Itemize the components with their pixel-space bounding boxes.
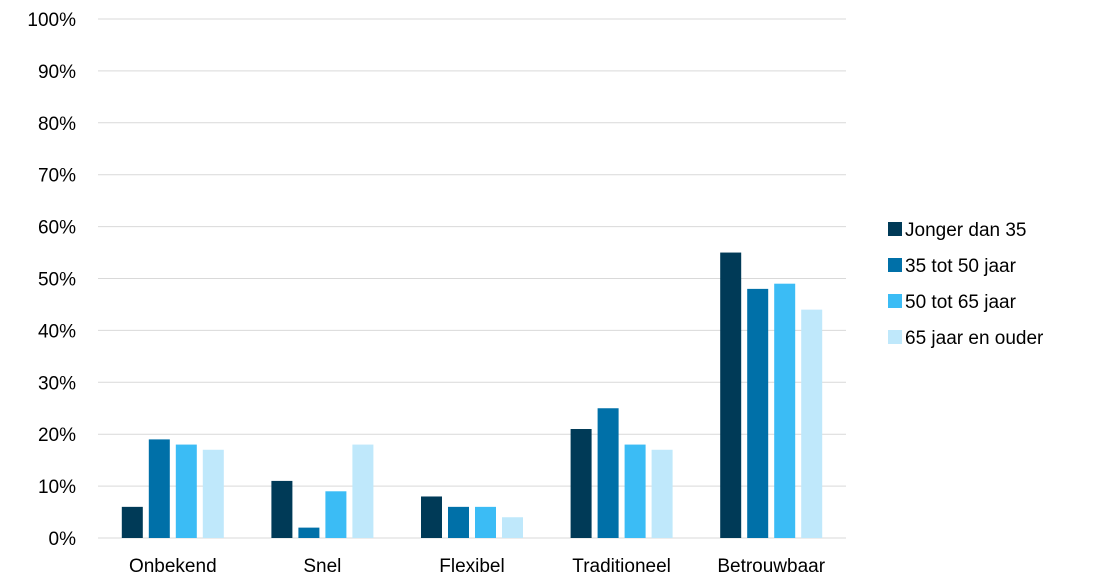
x-category-label: Snel (303, 556, 341, 577)
bar-flexibel-series-3 (475, 506, 496, 538)
y-tick-label: 30% (38, 373, 76, 394)
bar-flexibel-series-2 (448, 506, 469, 538)
bar-snel-series-4 (352, 444, 374, 538)
legend-swatch (888, 294, 902, 308)
bar-flexibel-series-1 (421, 496, 442, 538)
bar-betrouwbaar-series-4 (801, 309, 823, 538)
bar-traditioneel-series-4 (651, 449, 673, 538)
bar-betrouwbaar-series-3 (774, 283, 796, 538)
bars (121, 252, 823, 539)
bar-snel-series-2 (298, 527, 320, 538)
bar-onbekend-series-4 (202, 449, 224, 538)
legend-swatch (888, 258, 902, 272)
bar-traditioneel-series-2 (597, 408, 619, 538)
bar-onbekend-series-2 (148, 439, 170, 538)
bar-betrouwbaar-series-1 (720, 252, 742, 539)
y-tick-label: 70% (38, 166, 76, 187)
bar-traditioneel-series-3 (624, 444, 646, 538)
bar-traditioneel-series-1 (570, 429, 592, 538)
y-tick-label: 40% (38, 321, 76, 342)
x-category-label: Flexibel (439, 556, 504, 577)
legend-label: 35 tot 50 jaar (905, 256, 1017, 277)
y-tick-label: 20% (38, 425, 76, 446)
bar-flexibel-series-4 (502, 517, 523, 538)
x-axis-labels: Onbekend Snel Flexibel Traditioneel Betrouwb… (129, 556, 826, 577)
bar-onbekend-series-1 (121, 506, 143, 538)
y-tick-label: 50% (38, 270, 76, 291)
legend-label: 65 jaar en ouder (905, 328, 1044, 349)
legend: Jonger dan 35 35 tot 50 jaar 50 tot 65 jaa… (888, 220, 1044, 349)
y-axis-ticks: 0% 10% 20% 30% 40% 50% 60% 70% 80% 90% 100% (27, 10, 76, 550)
y-tick-label: 90% (38, 62, 76, 83)
x-category-label: Onbekend (129, 556, 217, 577)
x-category-label: Betrouwbaar (717, 556, 825, 577)
legend-label: Jonger dan 35 (905, 220, 1027, 241)
y-tick-label: 60% (38, 218, 76, 239)
y-tick-label: 100% (27, 10, 76, 31)
x-category-label: Traditioneel (572, 556, 671, 577)
bar-snel-series-3 (325, 491, 347, 538)
y-tick-label: 80% (38, 114, 76, 135)
bar-snel-series-1 (271, 480, 293, 538)
legend-swatch (888, 330, 902, 344)
legend-label: 50 tot 65 jaar (905, 292, 1017, 313)
y-tick-label: 0% (49, 529, 77, 550)
y-tick-label: 10% (38, 477, 76, 498)
bar-betrouwbaar-series-2 (747, 288, 769, 538)
legend-swatch (888, 222, 902, 236)
bar-onbekend-series-3 (175, 444, 197, 538)
